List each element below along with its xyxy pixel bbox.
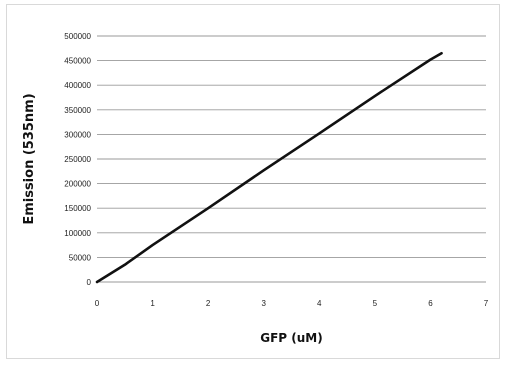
data-series	[95, 51, 443, 284]
y-tick-label: 250000	[64, 155, 91, 164]
y-tick-label: 350000	[64, 106, 91, 115]
x-tick-label: 5	[373, 299, 378, 308]
x-axis-title: GFP (uM)	[260, 331, 322, 345]
y-tick-label: 200000	[64, 180, 91, 189]
y-tick-label: 500000	[64, 32, 91, 41]
x-tick-label: 7	[484, 299, 489, 308]
x-tick-label: 0	[95, 299, 100, 308]
x-tick-label: 1	[150, 299, 155, 308]
x-tick-label: 4	[317, 299, 322, 308]
x-tick-labels: 0 1 2 3 4 5 6 7	[95, 299, 489, 308]
x-tick-label: 6	[428, 299, 433, 308]
gridlines	[97, 35, 486, 258]
y-tick-label: 150000	[64, 204, 91, 213]
y-tick-label: 0	[87, 278, 92, 287]
series-line-0	[95, 51, 443, 284]
x-tick-label: 2	[206, 299, 211, 308]
chart-frame: 0 50000 100000 150000 200000 250000 300000 3500…	[6, 4, 500, 359]
y-tick-label: 450000	[64, 57, 91, 66]
y-tick-label: 400000	[64, 81, 91, 90]
y-axis-title: Emission (535nm)	[22, 93, 37, 224]
y-tick-labels: 0 50000 100000 150000 200000 250000 300000 3500…	[64, 32, 91, 287]
y-tick-label: 100000	[64, 229, 91, 238]
y-tick-label: 50000	[69, 253, 92, 262]
y-tick-label: 300000	[64, 130, 91, 139]
line-chart: 0500001000001500002000002500003000003500…	[22, 32, 489, 345]
x-tick-label: 3	[261, 299, 266, 308]
